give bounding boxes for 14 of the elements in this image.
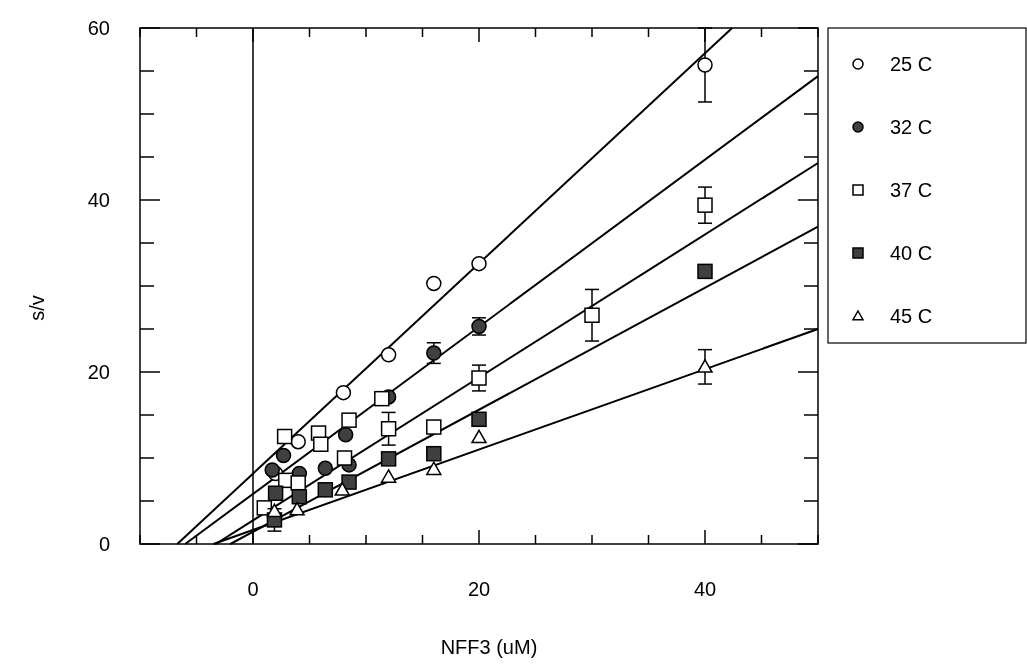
y-tick-label: 0 bbox=[98, 533, 110, 555]
y-tick-label: 60 bbox=[87, 17, 110, 39]
x-tick-label: 0 bbox=[247, 578, 259, 600]
x-tick-label: 20 bbox=[467, 578, 491, 600]
legend-label: 25 C bbox=[890, 53, 933, 75]
legend-label: 37 C bbox=[890, 179, 933, 201]
y-tick-label: 40 bbox=[87, 189, 110, 211]
legend-label: 40 C bbox=[890, 242, 933, 264]
y-tick-label: 20 bbox=[87, 361, 110, 383]
y-axis-title: s/v bbox=[26, 295, 48, 321]
legend-label: 32 C bbox=[890, 116, 933, 138]
legend-label: 45 C bbox=[890, 305, 933, 327]
x-tick-label: 40 bbox=[693, 578, 717, 600]
x-axis-title: NFF3 (uM) bbox=[440, 636, 538, 658]
